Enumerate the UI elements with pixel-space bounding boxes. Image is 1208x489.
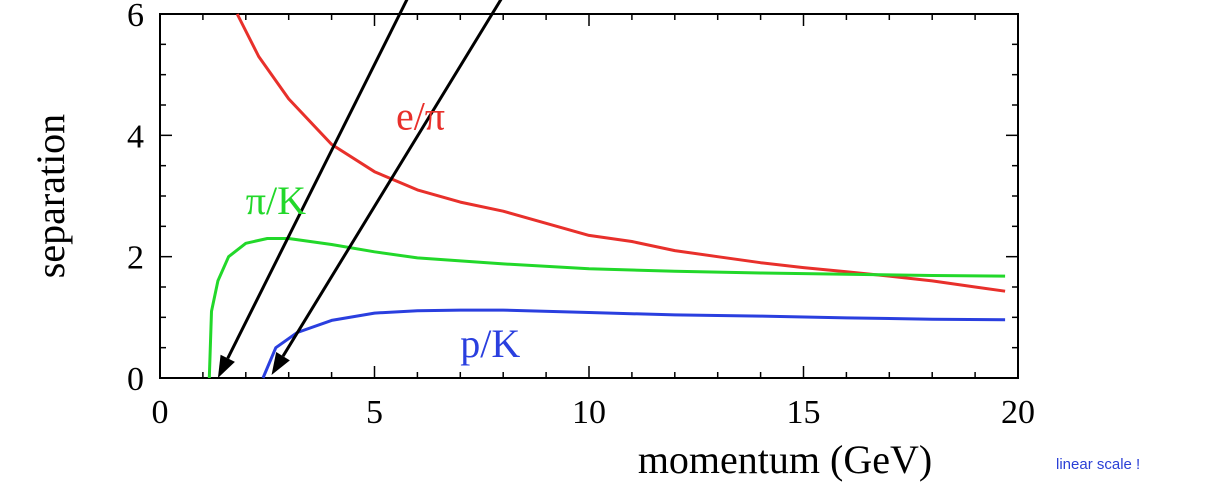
x-tick-label: 5 — [366, 394, 383, 431]
x-tick-label: 15 — [787, 394, 821, 431]
y-tick-label: 6 — [127, 0, 144, 34]
y-tick-label: 4 — [127, 118, 144, 155]
series-line — [207, 237, 1006, 379]
y-tick-label: 2 — [127, 240, 144, 277]
series-labels: e/π π/K p/K — [246, 93, 521, 366]
series-line — [261, 308, 1006, 379]
axis-ticks — [159, 13, 1019, 379]
tick-labels: 0 5 10 15 20 0 2 4 6 — [127, 0, 1035, 431]
y-tick-label: 0 — [127, 361, 144, 398]
x-tick-label: 10 — [572, 394, 606, 431]
annotation-arrows — [217, 0, 503, 378]
series-label: π/K — [246, 178, 306, 223]
series-lines — [207, 13, 1006, 379]
arrow-head — [217, 354, 235, 378]
linear-scale-note: linear scale ! — [1056, 456, 1141, 473]
annotation-arrow — [226, 0, 409, 359]
x-axis-title: momentum (GeV) — [638, 437, 932, 482]
arrow-head — [271, 352, 290, 375]
y-axis-title: separation — [28, 114, 73, 278]
annotation-arrow — [281, 0, 503, 357]
series-label: e/π — [396, 93, 445, 138]
series-label: p/K — [460, 321, 520, 366]
x-tick-label: 20 — [1001, 394, 1035, 431]
x-tick-label: 0 — [152, 394, 169, 431]
series-line — [235, 13, 1006, 293]
